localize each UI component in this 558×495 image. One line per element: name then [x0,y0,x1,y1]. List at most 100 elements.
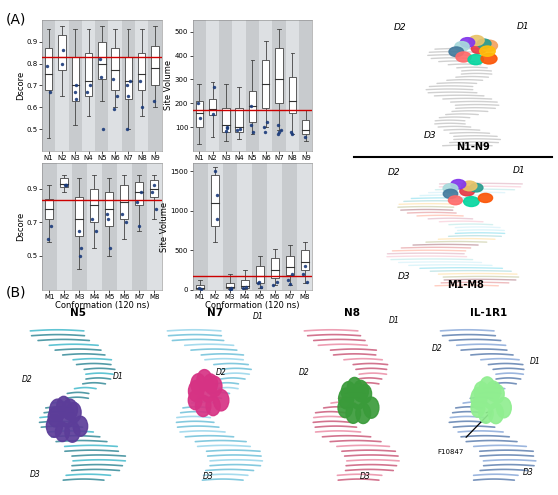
Text: D1: D1 [513,166,526,175]
Point [268,281,277,289]
Point [133,198,142,206]
Circle shape [73,416,88,436]
Text: D2: D2 [299,368,310,377]
Bar [57,163,72,290]
Bar [82,20,95,151]
Point [57,59,66,67]
Point [88,215,97,223]
Bar [55,20,69,151]
Point [302,278,311,286]
Point [275,128,283,136]
Point [301,133,310,141]
Point [59,47,68,54]
Point [283,276,292,284]
Point [211,167,220,175]
Text: D1: D1 [113,372,124,381]
Bar [147,163,162,290]
Point [110,105,119,113]
Point [123,125,132,133]
Point [76,244,85,251]
Bar [72,163,87,290]
Point [194,285,203,293]
Bar [249,92,256,122]
Circle shape [206,396,220,416]
Circle shape [65,422,80,442]
Circle shape [195,395,211,417]
Bar [235,108,243,132]
Point [109,75,118,83]
Circle shape [480,377,495,398]
Circle shape [191,374,206,395]
Circle shape [471,398,485,417]
Bar [289,77,296,113]
Bar [208,163,223,290]
Bar [195,101,203,127]
Bar [60,179,69,187]
Point [222,123,231,131]
Circle shape [189,381,204,401]
X-axis label: Conformation (120 ns): Conformation (120 ns) [55,301,149,310]
Circle shape [338,397,353,418]
Point [122,218,131,226]
Point [46,222,55,230]
Point [236,125,245,133]
Point [151,205,160,213]
Y-axis label: Site Volume: Site Volume [160,201,169,251]
Circle shape [481,53,497,64]
Circle shape [443,189,458,198]
Bar [286,255,294,275]
Point [259,123,268,131]
Text: (A): (A) [6,12,26,26]
Circle shape [350,388,366,409]
Bar [233,20,246,151]
Bar [286,20,299,151]
Text: D1: D1 [389,316,400,325]
Point [72,95,81,102]
Bar [271,258,279,278]
Circle shape [188,391,202,410]
Point [124,93,133,100]
Bar [117,163,132,290]
Bar [125,57,132,99]
Point [223,124,232,132]
Point [60,181,69,189]
Point [85,82,94,90]
Bar [267,163,282,290]
Text: D2: D2 [22,375,32,385]
Circle shape [46,415,62,437]
Point [286,280,295,288]
Bar [206,20,219,151]
Circle shape [449,47,464,56]
Circle shape [486,381,501,401]
Text: N8: N8 [344,307,359,317]
Bar [272,20,286,151]
Point [70,88,79,96]
Point [62,181,71,189]
Point [210,83,219,91]
Bar [259,20,272,151]
Point [103,210,112,218]
Bar [226,283,234,289]
Bar [90,189,98,222]
Circle shape [55,422,69,442]
Circle shape [483,388,498,409]
Point [247,101,256,109]
Text: D3: D3 [398,272,411,282]
Bar [42,163,57,290]
Bar [105,192,113,226]
Circle shape [353,380,368,402]
Text: D3: D3 [523,468,534,477]
Point [208,110,217,118]
Point [44,235,52,243]
Point [98,125,107,133]
Text: D2: D2 [388,168,401,177]
X-axis label: Conformation (120 ns): Conformation (120 ns) [205,301,300,310]
Point [112,93,121,100]
Circle shape [358,385,372,403]
Circle shape [469,36,484,46]
Circle shape [472,44,487,54]
Bar [297,163,312,290]
Circle shape [48,407,62,427]
Point [286,128,295,136]
Point [137,103,146,111]
